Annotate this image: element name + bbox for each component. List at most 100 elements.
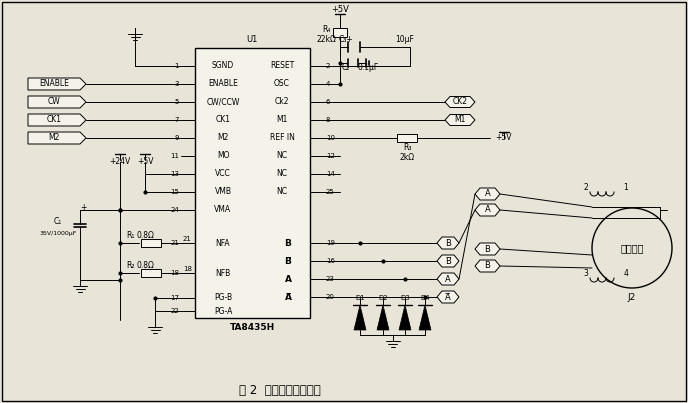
Text: 21: 21 [170,240,179,246]
Text: RESET: RESET [270,62,294,71]
Text: 12: 12 [326,153,335,159]
Text: NC: NC [277,152,288,160]
Text: 步进电机: 步进电机 [621,243,644,253]
Polygon shape [445,114,475,125]
Text: +5V: +5V [137,158,153,166]
Text: 11: 11 [170,153,179,159]
Text: TA8435H: TA8435H [229,324,275,332]
Text: 22kΩ: 22kΩ [316,35,336,44]
Bar [140,269,160,277]
Polygon shape [377,305,389,330]
Polygon shape [354,305,366,330]
Text: 1: 1 [623,183,628,193]
Text: +5V: +5V [331,4,349,13]
Text: VMB: VMB [215,187,231,197]
Text: C₃+: C₃+ [338,35,354,44]
Text: NFB: NFB [215,268,230,278]
Text: CW/CCW: CW/CCW [206,98,239,106]
Text: A: A [484,206,491,214]
Text: 15: 15 [170,189,179,195]
Text: 0.1μF: 0.1μF [357,62,378,71]
Polygon shape [437,237,459,249]
Polygon shape [437,273,459,285]
Text: R₃: R₃ [402,143,411,152]
Text: 9: 9 [175,135,179,141]
Text: 2: 2 [326,63,330,69]
Text: D4: D4 [420,295,430,301]
Text: 16: 16 [326,258,335,264]
Polygon shape [419,305,431,330]
Text: 35V/1000μF: 35V/1000μF [39,231,76,237]
Text: 14: 14 [326,171,335,177]
Text: M2: M2 [48,133,60,143]
Text: 21: 21 [183,236,192,242]
Polygon shape [475,204,500,216]
Text: OSC: OSC [274,79,290,89]
Text: B: B [484,245,491,253]
Text: 8: 8 [326,117,330,123]
Text: 25: 25 [326,189,335,195]
Text: D1: D1 [355,295,365,301]
Text: R₁: R₁ [127,231,135,239]
Text: 3: 3 [175,81,179,87]
Text: 23: 23 [326,276,335,282]
Text: 5: 5 [175,99,179,105]
Polygon shape [475,243,500,255]
Bar [333,28,347,37]
Text: J2: J2 [628,293,636,303]
Text: A: A [285,274,292,283]
Text: 4: 4 [326,81,330,87]
Bar [397,134,417,142]
Text: VMA: VMA [215,206,232,214]
Text: +5V: +5V [495,133,511,143]
Text: 3: 3 [583,270,588,278]
Text: R₄: R₄ [322,25,330,35]
Polygon shape [475,260,500,272]
Text: 24: 24 [170,207,179,213]
Text: B: B [285,239,292,247]
Text: A̅: A̅ [445,293,451,301]
Text: B̅: B̅ [445,256,451,266]
Polygon shape [28,114,86,126]
Text: VCC: VCC [215,170,231,179]
Text: 18: 18 [183,266,192,272]
Text: A: A [445,274,451,283]
Polygon shape [445,96,475,108]
Text: M1: M1 [454,116,466,125]
Text: B: B [445,239,451,247]
Text: D2: D2 [378,295,388,301]
Text: CW: CW [47,98,61,106]
Text: 图 2  步进电机控制电路: 图 2 步进电机控制电路 [239,384,321,397]
Text: +24V: +24V [109,158,131,166]
Text: 20: 20 [326,294,335,300]
Text: B̅: B̅ [285,256,292,266]
Text: NC: NC [277,170,288,179]
Text: PG-B: PG-B [214,293,232,303]
Text: B: B [484,262,491,270]
Text: C₂: C₂ [342,62,350,71]
Text: CK1: CK1 [215,116,230,125]
Text: 4: 4 [623,270,628,278]
Text: +: + [80,204,86,212]
Polygon shape [28,96,86,108]
Text: NFA: NFA [215,239,230,247]
Polygon shape [399,305,411,330]
Bar [195,48,310,318]
Text: M1: M1 [277,116,288,125]
Text: M2: M2 [217,133,228,143]
Text: 2kΩ: 2kΩ [400,154,415,162]
Text: 10μF: 10μF [396,35,414,44]
Text: 18: 18 [170,270,179,276]
Text: MO: MO [217,152,229,160]
Text: A̅: A̅ [285,293,292,301]
Text: REF IN: REF IN [270,133,294,143]
Text: ENABLE: ENABLE [208,79,238,89]
Text: CK2: CK2 [453,98,468,106]
Text: ENABLE: ENABLE [39,79,69,89]
Text: A: A [484,189,491,199]
Text: 6: 6 [326,99,330,105]
Text: 1: 1 [175,63,179,69]
Text: NC: NC [277,187,288,197]
Text: Ck2: Ck2 [275,98,289,106]
Polygon shape [437,291,459,303]
